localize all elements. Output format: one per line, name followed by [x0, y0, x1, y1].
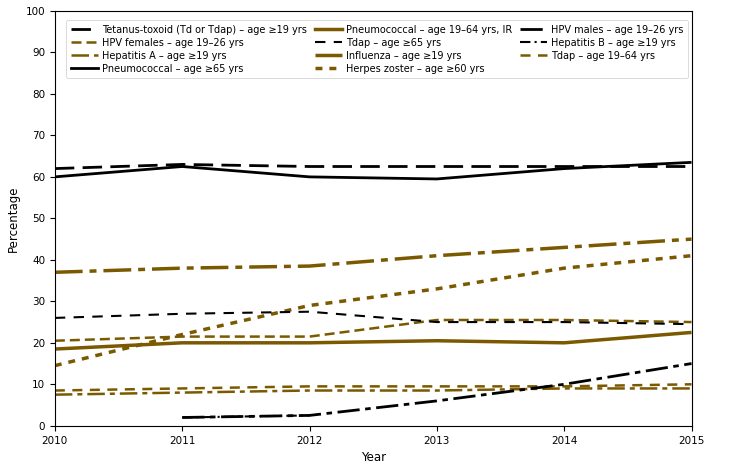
Line: Tdap – age 19–64 yrs: Tdap – age 19–64 yrs [55, 384, 692, 390]
Hepatitis B – age ≥19 yrs [178, 414, 187, 420]
Tetanus-toxoid (Td or Tdap) – age ≥19 yrs [432, 164, 441, 170]
Tdap – age ≥65 yrs [560, 319, 568, 325]
Herpes zoster – age ≥60 yrs [178, 332, 187, 337]
HPV males – age 19–26 yrs [178, 414, 187, 420]
Line: Pneumococcal – age 19–64 yrs, IR: Pneumococcal – age 19–64 yrs, IR [55, 333, 692, 349]
Pneumococcal – age 19–64 yrs, IR [178, 340, 187, 346]
Pneumococcal – age ≥65 yrs [50, 174, 59, 180]
Influenza – age ≥19 yrs [178, 265, 187, 271]
HPV males – age 19–26 yrs [305, 413, 314, 418]
Tdap – age 19–64 yrs [305, 383, 314, 389]
Influenza – age ≥19 yrs [687, 236, 696, 242]
Herpes zoster – age ≥60 yrs [305, 303, 314, 309]
Line: HPV females – age 19–26 yrs: HPV females – age 19–26 yrs [55, 320, 692, 341]
Hepatitis A – age ≥19 yrs [50, 392, 59, 398]
HPV males – age 19–26 yrs [560, 382, 568, 387]
Pneumococcal – age ≥65 yrs [432, 176, 441, 182]
Tdap – age ≥65 yrs [178, 311, 187, 317]
Tdap – age ≥65 yrs [687, 321, 696, 327]
Influenza – age ≥19 yrs [305, 263, 314, 269]
X-axis label: Year: Year [361, 451, 386, 464]
Tetanus-toxoid (Td or Tdap) – age ≥19 yrs [305, 164, 314, 170]
Pneumococcal – age 19–64 yrs, IR [305, 340, 314, 346]
HPV females – age 19–26 yrs [178, 334, 187, 340]
Pneumococcal – age 19–64 yrs, IR [50, 346, 59, 352]
Pneumococcal – age ≥65 yrs [178, 164, 187, 170]
Line: Pneumococcal – age ≥65 yrs: Pneumococcal – age ≥65 yrs [55, 162, 692, 179]
Tetanus-toxoid (Td or Tdap) – age ≥19 yrs [178, 162, 187, 167]
Influenza – age ≥19 yrs [432, 253, 441, 259]
Tdap – age 19–64 yrs [178, 386, 187, 391]
Pneumococcal – age ≥65 yrs [687, 160, 696, 165]
Hepatitis B – age ≥19 yrs [305, 413, 314, 418]
Herpes zoster – age ≥60 yrs [432, 286, 441, 292]
Hepatitis A – age ≥19 yrs [178, 390, 187, 396]
Pneumococcal – age 19–64 yrs, IR [432, 338, 441, 343]
HPV females – age 19–26 yrs [432, 317, 441, 323]
Pneumococcal – age 19–64 yrs, IR [560, 340, 568, 346]
Herpes zoster – age ≥60 yrs [50, 363, 59, 368]
Tdap – age ≥65 yrs [305, 309, 314, 315]
HPV females – age 19–26 yrs [50, 338, 59, 343]
Line: Influenza – age ≥19 yrs: Influenza – age ≥19 yrs [55, 239, 692, 272]
Hepatitis A – age ≥19 yrs [305, 388, 314, 393]
Tdap – age 19–64 yrs [560, 383, 568, 389]
Legend: Tetanus-toxoid (Td or Tdap) – age ≥19 yrs, HPV females – age 19–26 yrs, Hepatiti: Tetanus-toxoid (Td or Tdap) – age ≥19 yr… [66, 20, 688, 79]
Tdap – age ≥65 yrs [50, 315, 59, 321]
Pneumococcal – age 19–64 yrs, IR [687, 330, 696, 335]
Hepatitis A – age ≥19 yrs [560, 386, 568, 391]
Line: Tetanus-toxoid (Td or Tdap) – age ≥19 yrs: Tetanus-toxoid (Td or Tdap) – age ≥19 yr… [55, 164, 692, 169]
Pneumococcal – age ≥65 yrs [305, 174, 314, 180]
Tdap – age ≥65 yrs [432, 319, 441, 325]
Tetanus-toxoid (Td or Tdap) – age ≥19 yrs [560, 164, 568, 170]
Line: Herpes zoster – age ≥60 yrs: Herpes zoster – age ≥60 yrs [55, 256, 692, 365]
Line: Tdap – age ≥65 yrs: Tdap – age ≥65 yrs [55, 312, 692, 324]
Hepatitis A – age ≥19 yrs [687, 386, 696, 391]
HPV females – age 19–26 yrs [687, 319, 696, 325]
Influenza – age ≥19 yrs [50, 269, 59, 275]
Tdap – age 19–64 yrs [50, 388, 59, 393]
Hepatitis A – age ≥19 yrs [432, 388, 441, 393]
HPV males – age 19–26 yrs [432, 398, 441, 404]
Tetanus-toxoid (Td or Tdap) – age ≥19 yrs [50, 166, 59, 171]
Herpes zoster – age ≥60 yrs [560, 265, 568, 271]
Tdap – age 19–64 yrs [432, 383, 441, 389]
HPV females – age 19–26 yrs [305, 334, 314, 340]
Pneumococcal – age ≥65 yrs [560, 166, 568, 171]
Line: Hepatitis A – age ≥19 yrs: Hepatitis A – age ≥19 yrs [55, 389, 692, 395]
HPV females – age 19–26 yrs [560, 317, 568, 323]
HPV males – age 19–26 yrs [687, 361, 696, 366]
Line: Hepatitis B – age ≥19 yrs: Hepatitis B – age ≥19 yrs [182, 415, 310, 417]
Tetanus-toxoid (Td or Tdap) – age ≥19 yrs [687, 164, 696, 170]
Herpes zoster – age ≥60 yrs [687, 253, 696, 259]
Tdap – age 19–64 yrs [687, 382, 696, 387]
Line: HPV males – age 19–26 yrs: HPV males – age 19–26 yrs [182, 364, 692, 417]
Influenza – age ≥19 yrs [560, 244, 568, 250]
Y-axis label: Percentage: Percentage [7, 185, 20, 252]
